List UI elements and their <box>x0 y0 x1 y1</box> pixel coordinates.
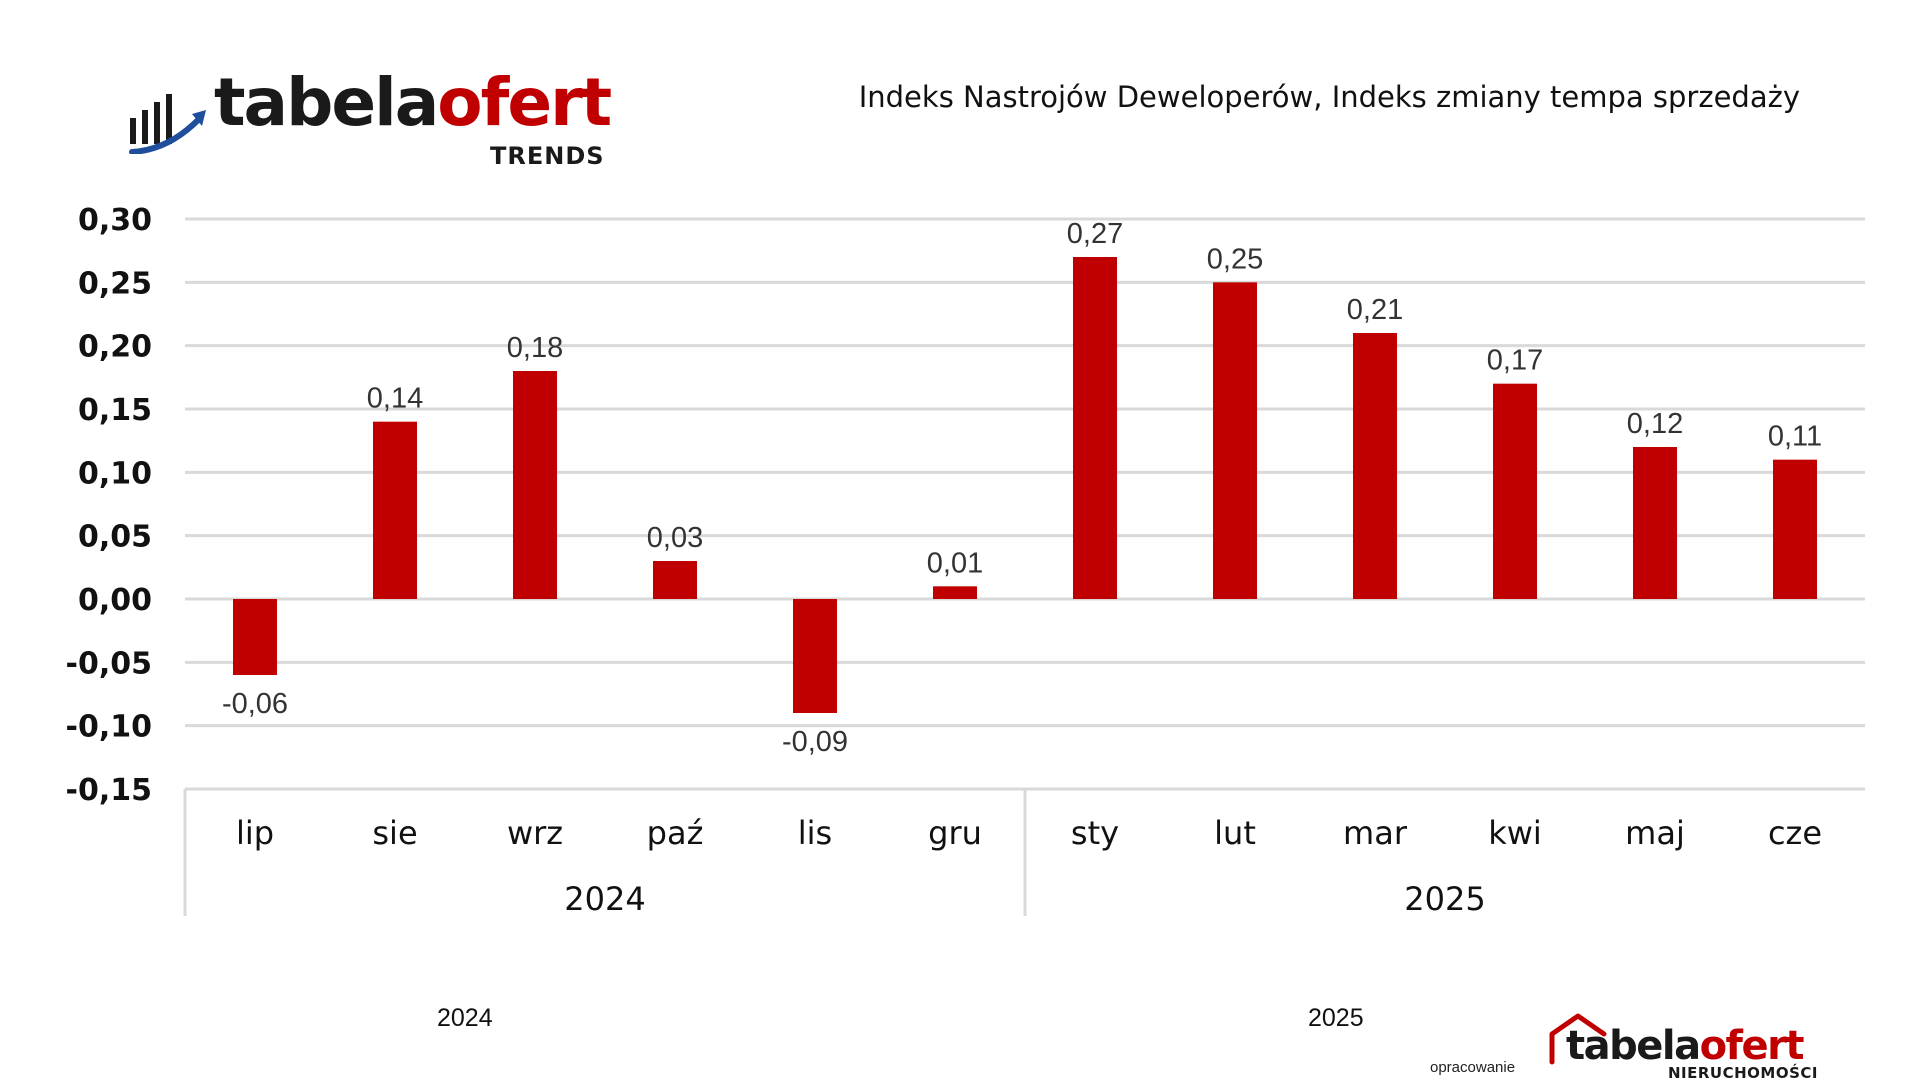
y-tick-label: 0,10 <box>78 456 152 491</box>
x-tick-label: wrz <box>507 814 563 852</box>
x-tick-label: gru <box>928 814 982 852</box>
bar-chart-logo-icon <box>129 94 206 154</box>
data-label: 0,01 <box>927 547 983 579</box>
credit-text: opracowanie <box>1430 1059 1516 1076</box>
x-tick-label: cze <box>1768 814 1822 852</box>
data-label: 0,17 <box>1487 345 1543 377</box>
x-tick-label: sty <box>1071 814 1119 852</box>
footer-year-2025: 2025 <box>1308 1004 1364 1032</box>
data-label: 0,27 <box>1067 218 1123 250</box>
y-tick-label: 0,30 <box>78 203 152 238</box>
logo-tabelaofert-trends: tabelaofert TRENDS <box>128 62 612 172</box>
group-label: 2024 <box>564 880 645 918</box>
y-tick-label: 0,05 <box>78 520 152 555</box>
logo-bottom-wordmark: tabelaofert <box>1566 1023 1804 1069</box>
x-tick-label: lip <box>236 814 274 852</box>
logo-tabelaofert-nieruchomosci: tabelaofert NIERUCHOMOŚCI <box>1548 1012 1818 1082</box>
data-label: 0,18 <box>507 332 563 364</box>
bar <box>1633 447 1677 599</box>
y-tick-label: -0,05 <box>66 646 152 681</box>
data-label: 0,21 <box>1347 294 1403 326</box>
logo-wordmark: tabelaofert <box>214 64 612 141</box>
bar <box>1773 459 1817 599</box>
data-label: 0,12 <box>1627 408 1683 440</box>
data-label: 0,14 <box>367 383 423 415</box>
y-tick-label: 0,25 <box>78 266 152 301</box>
bar <box>1073 257 1117 599</box>
group-label: 2025 <box>1404 880 1485 918</box>
x-tick-label: maj <box>1625 814 1685 852</box>
y-tick-label: 0,15 <box>78 393 152 428</box>
data-label: -0,06 <box>222 688 288 720</box>
bar <box>1213 282 1257 599</box>
data-label: 0,03 <box>647 522 703 554</box>
x-tick-label: lis <box>798 814 832 852</box>
data-label: -0,09 <box>782 726 848 758</box>
bar <box>933 586 977 599</box>
x-tick-label: paź <box>647 814 704 852</box>
x-tick-label: kwi <box>1488 814 1542 852</box>
bar <box>1493 383 1537 599</box>
bar <box>793 599 837 713</box>
y-tick-label: -0,15 <box>66 773 152 808</box>
bar <box>513 371 557 599</box>
logo-subtitle: TRENDS <box>490 142 605 170</box>
x-tick-label: mar <box>1343 814 1408 852</box>
y-tick-label: 0,20 <box>78 330 152 365</box>
data-label: 0,11 <box>1768 421 1822 453</box>
bar <box>373 421 417 599</box>
chart-title: Indeks Nastrojów Deweloperów, Indeks zmi… <box>858 80 1800 114</box>
x-tick-label: sie <box>372 814 417 852</box>
y-tick-label: -0,10 <box>66 710 152 745</box>
bar <box>233 599 277 675</box>
bar <box>1353 333 1397 599</box>
bar-chart: 0,30 0,25 0,20 0,15 0,10 0,05 0,00 -0,05 -0,10 -0… <box>66 203 1865 918</box>
footer-year-2024: 2024 <box>437 1004 493 1032</box>
x-tick-label: lut <box>1214 814 1256 852</box>
bar <box>653 561 697 599</box>
y-tick-label: 0,00 <box>78 583 152 618</box>
house-icon <box>1549 1013 1607 1065</box>
data-label: 0,25 <box>1207 243 1263 275</box>
logo-bottom-subtitle: NIERUCHOMOŚCI <box>1668 1064 1818 1082</box>
